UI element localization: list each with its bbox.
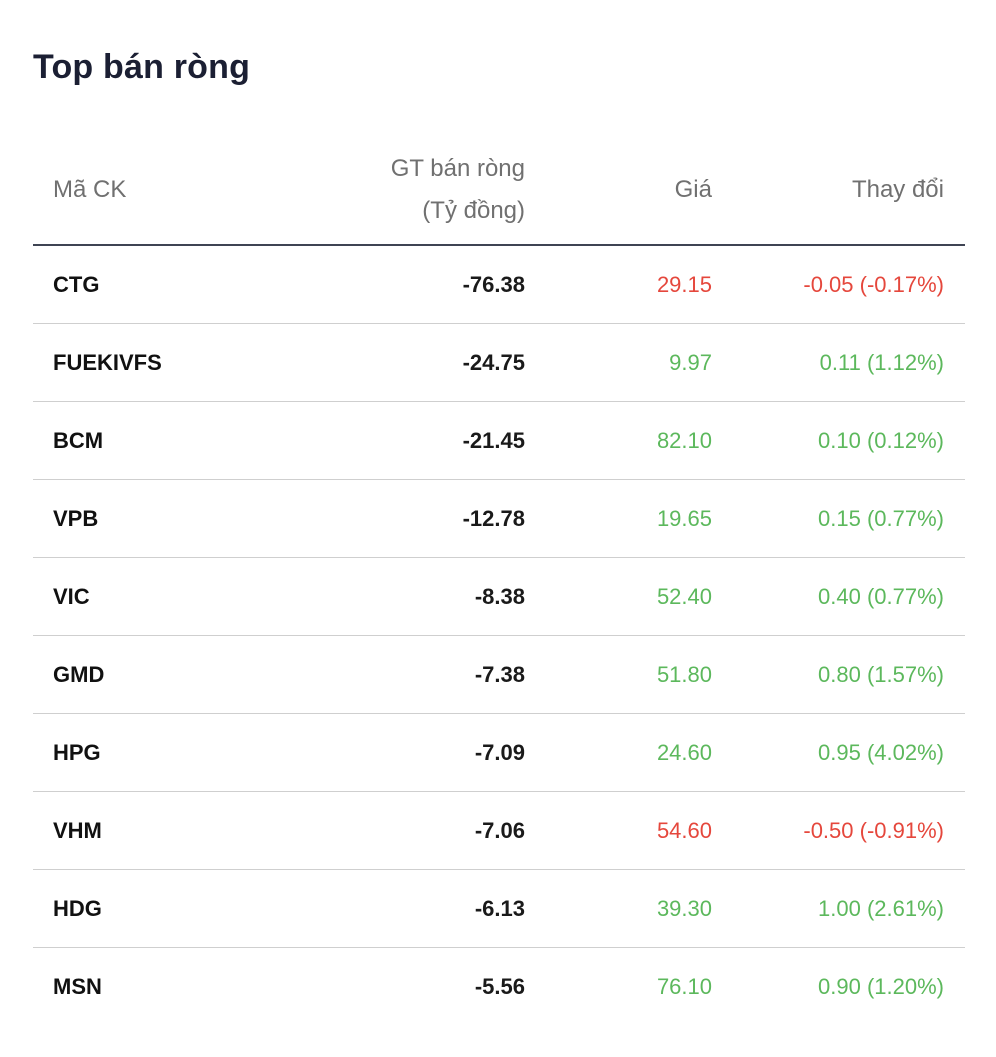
table-row[interactable]: CTG -76.38 29.15 -0.05 (-0.17%) xyxy=(33,246,965,324)
stock-symbol[interactable]: HPG xyxy=(53,739,101,765)
price-change: 0.11 (1.12%) xyxy=(819,349,944,375)
stock-price: 19.65 xyxy=(656,505,712,531)
header-price: Giá xyxy=(674,176,712,203)
price-change: 0.90 (1.20%) xyxy=(818,973,944,999)
net-sell-value: -8.38 xyxy=(474,583,525,609)
header-net-sell-value-line2: (Tỷ đồng) xyxy=(422,197,525,224)
header-net-sell-value: GT bán ròng (Tỷ đồng) xyxy=(391,136,525,244)
stock-symbol[interactable]: CTG xyxy=(53,271,100,297)
stock-price: 51.80 xyxy=(656,661,712,687)
stock-price: 9.97 xyxy=(669,349,712,375)
price-change: 0.40 (0.77%) xyxy=(818,583,944,609)
stock-symbol[interactable]: VHM xyxy=(53,817,102,843)
net-sell-value: -7.06 xyxy=(474,817,525,843)
net-sell-value: -21.45 xyxy=(462,427,525,453)
table-row[interactable]: MSN -5.56 76.10 0.90 (1.20%) xyxy=(33,948,965,1025)
price-change: 0.95 (4.02%) xyxy=(818,739,944,765)
net-sell-value: -6.13 xyxy=(474,895,525,921)
header-symbol: Mã CK xyxy=(53,176,127,203)
widget-title: Top bán ròng xyxy=(33,48,251,86)
header-net-sell-value-line1: GT bán ròng xyxy=(390,155,525,182)
table-body: CTG -76.38 29.15 -0.05 (-0.17%) FUEKIVFS… xyxy=(33,246,965,1025)
stock-symbol[interactable]: BCM xyxy=(53,427,104,453)
stock-symbol[interactable]: GMD xyxy=(53,661,105,687)
stock-price: 82.10 xyxy=(656,427,712,453)
price-change: -0.05 (-0.17%) xyxy=(803,271,944,297)
stock-symbol[interactable]: HDG xyxy=(53,895,102,921)
table-header: Mã CK GT bán ròng (Tỷ đồng) Giá Thay đổi xyxy=(33,136,965,246)
price-change: 0.15 (0.77%) xyxy=(818,505,944,531)
price-change: 0.10 (0.12%) xyxy=(818,427,944,453)
table-row[interactable]: VPB -12.78 19.65 0.15 (0.77%) xyxy=(33,480,965,558)
table-row[interactable]: HPG -7.09 24.60 0.95 (4.02%) xyxy=(33,714,965,792)
price-change: 1.00 (2.61%) xyxy=(818,895,944,921)
table-row[interactable]: HDG -6.13 39.30 1.00 (2.61%) xyxy=(33,870,965,948)
stock-symbol[interactable]: VPB xyxy=(53,505,99,531)
stock-price: 76.10 xyxy=(656,973,712,999)
stock-price: 39.30 xyxy=(656,895,712,921)
net-selling-table: Mã CK GT bán ròng (Tỷ đồng) Giá Thay đổi… xyxy=(33,136,965,1025)
net-sell-value: -7.38 xyxy=(474,661,525,687)
table-row[interactable]: GMD -7.38 51.80 0.80 (1.57%) xyxy=(33,636,965,714)
stock-symbol[interactable]: MSN xyxy=(53,973,102,999)
price-change: 0.80 (1.57%) xyxy=(818,661,944,687)
stock-price: 29.15 xyxy=(656,271,712,297)
stock-price: 52.40 xyxy=(656,583,712,609)
net-sell-value: -76.38 xyxy=(462,271,525,297)
table-row[interactable]: FUEKIVFS -24.75 9.97 0.11 (1.12%) xyxy=(33,324,965,402)
net-sell-value: -7.09 xyxy=(474,739,525,765)
net-sell-value: -12.78 xyxy=(462,505,525,531)
stock-symbol[interactable]: FUEKIVFS xyxy=(53,349,162,375)
price-change: -0.50 (-0.91%) xyxy=(803,817,944,843)
stock-price: 54.60 xyxy=(656,817,712,843)
stock-price: 24.60 xyxy=(656,739,712,765)
stock-symbol[interactable]: VIC xyxy=(53,583,90,609)
table-row[interactable]: VIC -8.38 52.40 0.40 (0.77%) xyxy=(33,558,965,636)
net-sell-value: -24.75 xyxy=(462,349,525,375)
table-row[interactable]: BCM -21.45 82.10 0.10 (0.12%) xyxy=(33,402,965,480)
header-change: Thay đổi xyxy=(851,176,944,203)
net-sell-value: -5.56 xyxy=(474,973,525,999)
table-row[interactable]: VHM -7.06 54.60 -0.50 (-0.91%) xyxy=(33,792,965,870)
